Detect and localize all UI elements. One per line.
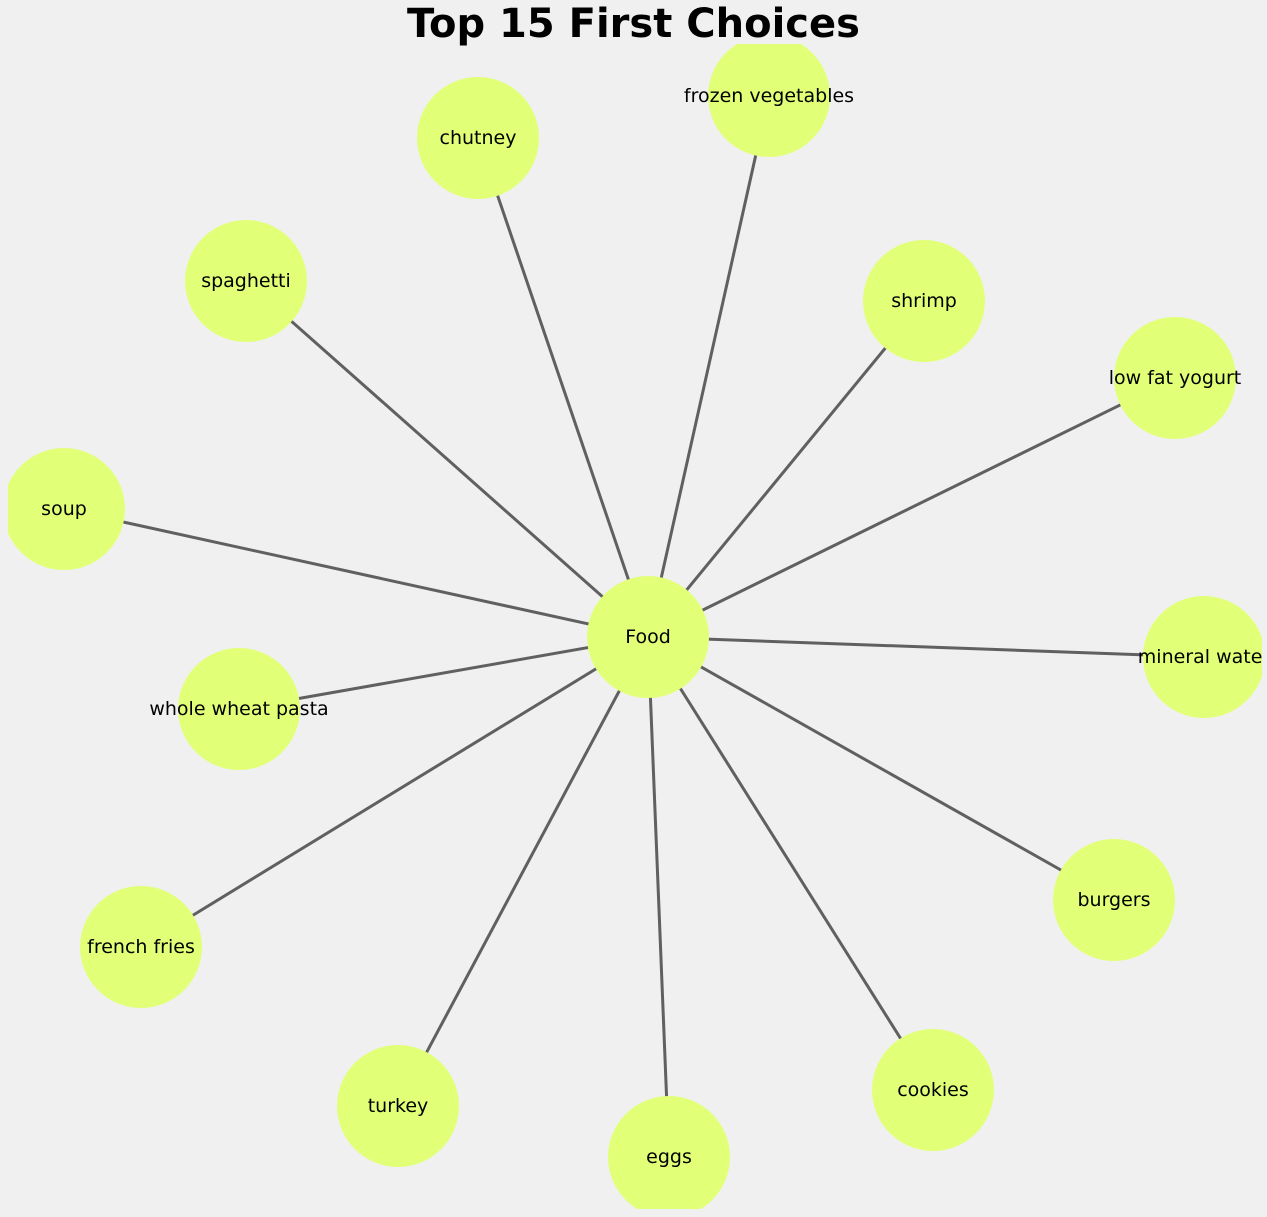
node-circle-french-fries — [80, 886, 202, 1008]
edge-food-frozen-vegetables — [646, 95, 771, 638]
node-label-food: Food — [625, 626, 671, 648]
node-french-fries: french fries — [80, 886, 202, 1008]
node-label-eggs: eggs — [646, 1146, 692, 1168]
edges-layer — [63, 95, 1205, 1158]
edge-food-spaghetti — [245, 279, 649, 639]
node-eggs: eggs — [608, 1096, 730, 1209]
node-low-fat-yogurt: low fat yogurt — [1109, 317, 1242, 439]
node-label-french-fries: french fries — [87, 936, 195, 958]
node-circle-chutney — [417, 77, 539, 199]
edge-food-shrimp — [646, 300, 926, 638]
node-circle-shrimp — [863, 240, 985, 362]
node-label-mineral-water: mineral water — [1138, 646, 1267, 668]
node-whole-wheat-pasta: whole wheat pasta — [149, 648, 329, 770]
node-label-frozen-vegetables: frozen vegetables — [684, 85, 854, 107]
node-burgers: burgers — [1053, 839, 1175, 961]
node-circle-spaghetti — [185, 220, 307, 342]
node-food: Food — [587, 576, 709, 698]
node-circle-soup — [8, 448, 125, 570]
node-circle-food — [587, 576, 709, 698]
node-circle-eggs — [608, 1096, 730, 1209]
node-circle-low-fat-yogurt — [1114, 317, 1236, 439]
node-label-spaghetti: spaghetti — [201, 270, 291, 292]
edge-food-french-fries — [140, 635, 649, 949]
node-soup: soup — [8, 448, 125, 570]
edge-food-cookies — [646, 636, 935, 1091]
edge-food-mineral-water — [647, 635, 1205, 659]
node-label-shrimp: shrimp — [891, 290, 957, 312]
edge-food-chutney — [476, 137, 650, 638]
node-mineral-water: mineral water — [1138, 596, 1267, 718]
node-circle-frozen-vegetables — [708, 44, 830, 157]
node-label-chutney: chutney — [440, 127, 517, 149]
edge-food-whole-wheat-pasta — [238, 635, 649, 711]
node-label-turkey: turkey — [368, 1095, 429, 1117]
node-circle-whole-wheat-pasta — [178, 648, 300, 770]
node-label-low-fat-yogurt: low fat yogurt — [1109, 367, 1242, 389]
node-shrimp: shrimp — [863, 240, 985, 362]
node-label-cookies: cookies — [897, 1079, 969, 1101]
node-frozen-vegetables: frozen vegetables — [684, 44, 854, 157]
node-spaghetti: spaghetti — [185, 220, 307, 342]
node-circle-burgers — [1053, 839, 1175, 961]
node-cookies: cookies — [872, 1029, 994, 1151]
node-label-burgers: burgers — [1077, 889, 1150, 911]
node-circle-cookies — [872, 1029, 994, 1151]
node-turkey: turkey — [337, 1045, 459, 1167]
nodes-layer: frozen vegetables chutney spaghetti shrimp l… — [8, 44, 1267, 1209]
edge-food-turkey — [396, 636, 650, 1107]
node-circle-mineral-water — [1143, 596, 1262, 718]
edge-food-soup — [63, 507, 649, 639]
edge-food-eggs — [646, 636, 671, 1158]
diagram-title: Top 15 First Choices — [407, 1, 860, 47]
edge-food-low-fat-yogurt — [647, 376, 1176, 639]
node-label-soup: soup — [41, 498, 87, 520]
node-chutney: chutney — [417, 77, 539, 199]
edge-food-burgers — [647, 635, 1115, 902]
node-circle-turkey — [337, 1045, 459, 1167]
node-label-whole-wheat-pasta: whole wheat pasta — [149, 698, 328, 720]
